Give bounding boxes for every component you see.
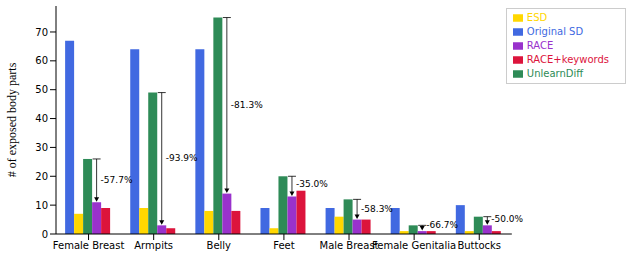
svg-text:Belly: Belly (207, 240, 232, 251)
html-text:Original SD: Original SD (526, 26, 584, 37)
html-text:RACE: RACE (526, 40, 554, 51)
svg-text:40: 40 (35, 113, 48, 124)
svg-text:60: 60 (35, 55, 48, 66)
svg-text:-93.9%: -93.9% (166, 153, 198, 163)
html-text:ESD: ESD (526, 12, 548, 23)
svg-text:# of exposed body parts: # of exposed body parts (8, 62, 19, 177)
svg-text:50: 50 (35, 84, 48, 95)
svg-text:-57.7%: -57.7% (101, 175, 133, 185)
html-text:RACE+keywords: RACE+keywords (526, 54, 609, 65)
svg-text:-50.0%: -50.0% (491, 214, 523, 224)
svg-text:0: 0 (42, 229, 48, 240)
svg-text:Buttocks: Buttocks (457, 240, 501, 251)
html-text:UnlearnDiff: UnlearnDiff (526, 68, 584, 79)
svg-text:Armpits: Armpits (134, 240, 173, 251)
svg-text:20: 20 (35, 171, 48, 182)
svg-text:-35.0%: -35.0% (296, 179, 328, 189)
svg-text:-81.3%: -81.3% (231, 100, 263, 110)
svg-text:70: 70 (35, 27, 48, 38)
svg-text:Female Breast: Female Breast (53, 240, 125, 251)
svg-text:Feet: Feet (273, 240, 295, 251)
svg-text:30: 30 (35, 142, 48, 153)
svg-text:10: 10 (35, 200, 48, 211)
svg-text:-58.3%: -58.3% (361, 204, 393, 214)
svg-text:Female Genitalia: Female Genitalia (372, 240, 456, 251)
svg-text:Male Breast: Male Breast (320, 240, 379, 251)
svg-text:-66.7%: -66.7% (426, 220, 458, 230)
